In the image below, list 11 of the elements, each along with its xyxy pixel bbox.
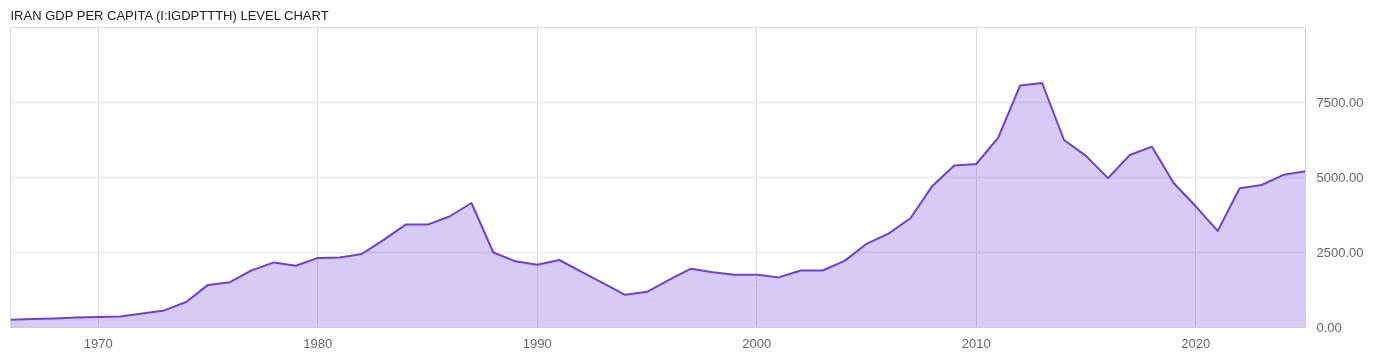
x-tick-label: 2020 (1181, 335, 1211, 351)
x-tick-label: 2000 (742, 335, 772, 351)
y-tick-label: 0.00 (1316, 320, 1342, 335)
y-tick-label: 2500.00 (1316, 245, 1364, 260)
x-tick-label: 1980 (303, 335, 333, 351)
y-tick-label: 7500.00 (1316, 95, 1364, 110)
y-tick-label: 5000.00 (1316, 170, 1364, 185)
x-tick-label: 1990 (522, 335, 552, 351)
x-tick-label: 2010 (961, 335, 991, 351)
chart-title: IRAN GDP PER CAPITA (I:IGDPTTTH) LEVEL CHART (10, 7, 329, 23)
x-tick-label: 1970 (83, 335, 113, 351)
